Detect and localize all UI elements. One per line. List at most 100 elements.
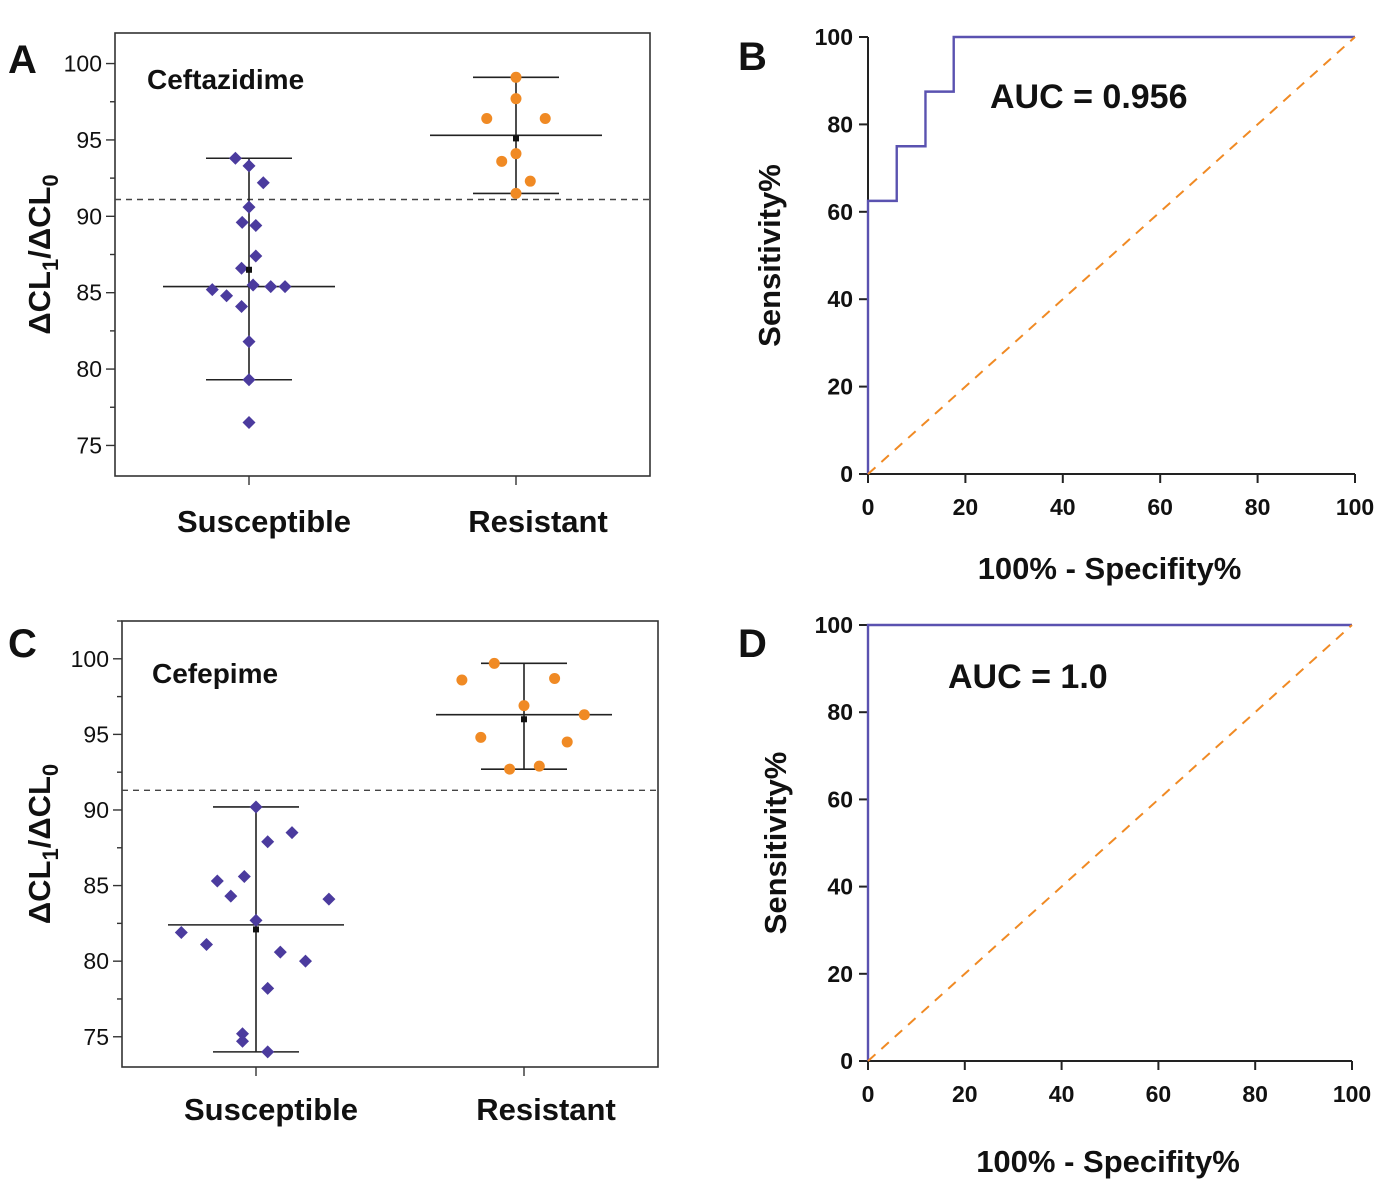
panel-letter: A [8,38,37,82]
y-axis-title: ΔCL1/ΔCL0 [22,174,63,334]
y-tick-label: 20 [827,961,853,987]
data-point [242,159,256,173]
y-tick-label: 100 [815,612,853,638]
y-tick-label: 85 [76,280,102,306]
x-tick-label: 0 [862,1081,875,1107]
category-label-susceptible: Susceptible [177,504,351,539]
data-point [236,1027,249,1041]
data-point [235,215,249,229]
data-point [200,938,213,952]
data-point [249,218,263,232]
y-tick-label: 90 [83,797,109,823]
data-point [246,278,260,292]
panel-d: D 0 20 40 60 80 100 0 20 40 60 80 100 100% - Specifit… [738,612,1371,1179]
y-axis-title: Sensitivity% [758,752,793,935]
data-point [235,261,249,275]
auc-annotation: AUC = 0.956 [990,78,1188,116]
roc-curve [866,35,1355,474]
data-point [264,280,278,294]
data-point [256,176,270,190]
data-point [242,373,256,387]
data-point [549,672,561,684]
x-tick-label: 100 [1336,494,1374,520]
panel-c: C 75 80 85 90 95 100 Susceptible Resistant Cefepi… [8,620,659,1127]
x-tick-label: 0 [862,494,875,520]
x-axis-title: 100% - Specifity% [978,551,1242,586]
y-tick-label: 60 [827,786,853,812]
chart-title: Ceftazidime [147,64,304,95]
data-point [322,892,336,906]
data-point [205,283,219,297]
data-point [510,148,522,160]
y-tick-label: 85 [83,873,109,899]
y-tick-label: 95 [76,127,102,153]
data-point [578,709,590,721]
series-susceptible [163,151,335,430]
y-tick-label: 90 [76,203,102,229]
data-point [235,299,249,313]
x-tick-label: 20 [952,1081,978,1107]
category-label-susceptible: Susceptible [184,1092,358,1127]
data-point [518,700,530,712]
y-axis-title: Sensitivity% [752,164,787,347]
data-point [299,954,312,968]
data-point [510,187,522,199]
panel-letter: D [738,622,767,666]
y-tick-label: 40 [827,874,853,900]
data-point [249,913,263,927]
y-tick-label: 40 [827,286,853,312]
data-point [242,335,256,349]
data-point [261,981,275,995]
data-point [481,113,493,125]
panel-letter: B [738,35,767,79]
y-tick-label: 80 [76,356,102,382]
data-point [261,1045,275,1059]
y-tick-label: 75 [76,432,102,458]
roc-curve [866,623,1352,1061]
data-point [224,889,238,903]
data-point [236,1034,249,1048]
x-tick-label: 20 [953,494,979,520]
x-tick-label: 60 [1147,494,1173,520]
x-tick-label: 80 [1242,1081,1268,1107]
data-point [249,249,263,263]
y-tick-label: 20 [827,374,853,400]
y-tick-label: 100 [815,24,853,50]
y-tick-label: 0 [840,1048,853,1074]
data-point [273,945,287,959]
data-point [561,736,573,748]
reference-line [867,36,1356,475]
data-point [510,71,522,83]
plot-frame [114,32,651,477]
data-point [249,800,263,814]
mean-marker [513,135,519,142]
series-resistant [430,71,602,199]
data-point [475,731,487,743]
data-point [285,826,299,840]
data-point [488,657,500,669]
y-tick-label: 100 [64,51,102,77]
data-point [174,925,188,939]
x-tick-label: 80 [1245,494,1271,520]
data-point [456,674,468,686]
x-tick-label: 40 [1049,1081,1075,1107]
data-point [242,200,256,214]
mean-marker [253,926,259,933]
data-point [278,280,292,294]
data-point [242,416,256,430]
x-tick-label: 40 [1050,494,1076,520]
series-resistant [436,657,612,775]
mean-marker [521,716,527,723]
data-point [510,93,522,105]
category-label-resistant: Resistant [476,1092,616,1127]
mean-marker [246,266,252,273]
y-tick-label: 80 [83,948,109,974]
x-tick-label: 60 [1146,1081,1172,1107]
category-label-resistant: Resistant [468,504,608,539]
y-tick-label: 95 [83,721,109,747]
y-tick-label: 75 [83,1024,109,1050]
data-point [237,870,251,884]
y-tick-label: 80 [827,111,853,137]
x-axis-title: 100% - Specifity% [976,1144,1240,1179]
